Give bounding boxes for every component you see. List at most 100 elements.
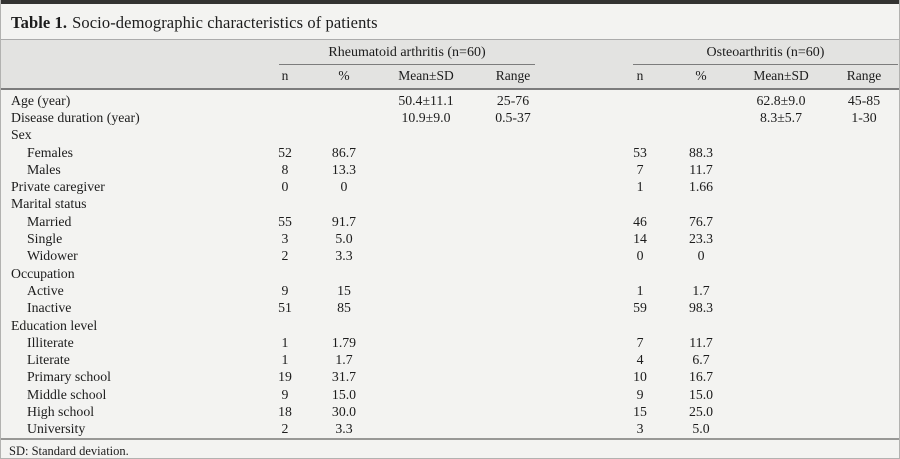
cell-value: 76.7 [688,213,714,229]
cell-value [377,351,475,368]
cell-value [735,161,827,178]
cell-value: 4 [636,352,644,368]
table-body: Age (year) 50.4±11.1 25-76 62.8±9.0 45-85 Dis… [1,89,899,438]
header-label-spacer [1,39,259,65]
cell-value: 9 [636,386,644,402]
cell-value [377,282,475,299]
cell-value [311,317,377,334]
row-label: Married [27,213,72,229]
cell-value [259,196,311,213]
cell-value [667,196,735,213]
group-header-ra-label: Rheumatoid arthritis (n=60) [279,44,536,65]
row-label: Age (year) [11,92,71,108]
group-header-oa: Osteoarthritis (n=60) [613,39,899,65]
cell-value [827,334,899,351]
cell-value [613,109,667,126]
gap-spacer-cell [551,178,613,195]
cell-value: 1-30 [851,109,877,125]
cell-value: 15.0 [331,386,357,402]
gap-spacer-cell [551,334,613,351]
cell-value [613,265,667,282]
column-header-row: n % Mean±SD Range n % Mean±SD Range [1,65,899,90]
table-row: Active 9 15 1 1.7 [1,282,899,299]
cell-value [827,300,899,317]
row-label: Primary school [27,369,111,385]
cell-value [827,403,899,420]
cell-value [827,317,899,334]
cell-value: 3 [281,231,289,247]
cell-value: 3 [636,421,644,437]
cell-value [377,144,475,161]
row-label: Inactive [27,300,72,316]
gap-spacer-cell [551,248,613,265]
cell-value [735,144,827,161]
cell-value [827,178,899,195]
gap-spacer-cell [551,213,613,230]
cell-value: 2 [281,248,289,264]
row-label: Males [27,161,61,177]
column-header-oa-mean-sd: Mean±SD [735,65,828,90]
cell-value: 6.7 [692,352,710,368]
cell-value [475,230,551,247]
row-label: University [27,421,86,437]
table-title: Table 1. Socio-demographic characteristi… [1,4,899,39]
group-header-ra: Rheumatoid arthritis (n=60) [259,39,552,65]
column-header-ra-range: Range [475,65,552,90]
cell-value: 11.7 [689,161,713,177]
gap-spacer-cell [551,196,613,213]
cell-value [377,230,475,247]
cell-value [377,386,475,403]
table-row: Females 52 86.7 53 88.3 [1,144,899,161]
column-header-ra-mean-sd: Mean±SD [377,65,475,90]
cell-value: 9 [281,386,289,402]
column-header-ra-pct: % [311,65,377,90]
table-row: Marital status [1,196,899,213]
table-row: Disease duration (year) 10.9±9.0 0.5-37 8.3… [1,109,899,126]
cell-value: 1.7 [692,282,710,298]
cell-value: 25.0 [688,403,714,419]
table-number: Table 1. [11,12,68,32]
cell-value: 5.0 [692,421,710,437]
cell-value [613,196,667,213]
row-label: Education level [11,317,98,333]
gap-spacer-cell [551,230,613,247]
row-label: High school [27,403,95,419]
table-row: Primary school 19 31.7 10 16.7 [1,369,899,386]
cell-value [377,421,475,438]
cell-value: 0.5-37 [495,109,531,125]
row-label: Widower [27,248,78,264]
cell-value [735,248,827,265]
cell-value: 15.0 [688,386,714,402]
cell-value [311,127,377,144]
cell-value [475,421,551,438]
cell-value [377,196,475,213]
table-row: Single 3 5.0 14 23.3 [1,230,899,247]
gap-spacer-cell [551,386,613,403]
cell-value [827,351,899,368]
table-row: Education level [1,317,899,334]
cell-value [735,421,827,438]
header-gap-spacer [551,65,614,90]
cell-value [475,178,551,195]
cell-value: 46 [633,213,647,229]
row-label: Illiterate [27,334,74,350]
cell-value: 9 [281,282,289,298]
cell-value [827,386,899,403]
cell-value [667,127,735,144]
cell-value [735,178,827,195]
cell-value [735,334,827,351]
cell-value [667,265,735,282]
cell-value [377,213,475,230]
cell-value: 91.7 [331,213,357,229]
cell-value [735,351,827,368]
cell-value [735,127,827,144]
cell-value: 11.7 [689,334,713,350]
gap-spacer-cell [551,144,613,161]
cell-value [377,317,475,334]
cell-value: 18 [278,403,292,419]
table-row: Sex [1,127,899,144]
cell-value: 53 [633,144,647,160]
cell-value: 8 [281,161,289,177]
footnote: SD: Standard deviation. [1,437,899,458]
